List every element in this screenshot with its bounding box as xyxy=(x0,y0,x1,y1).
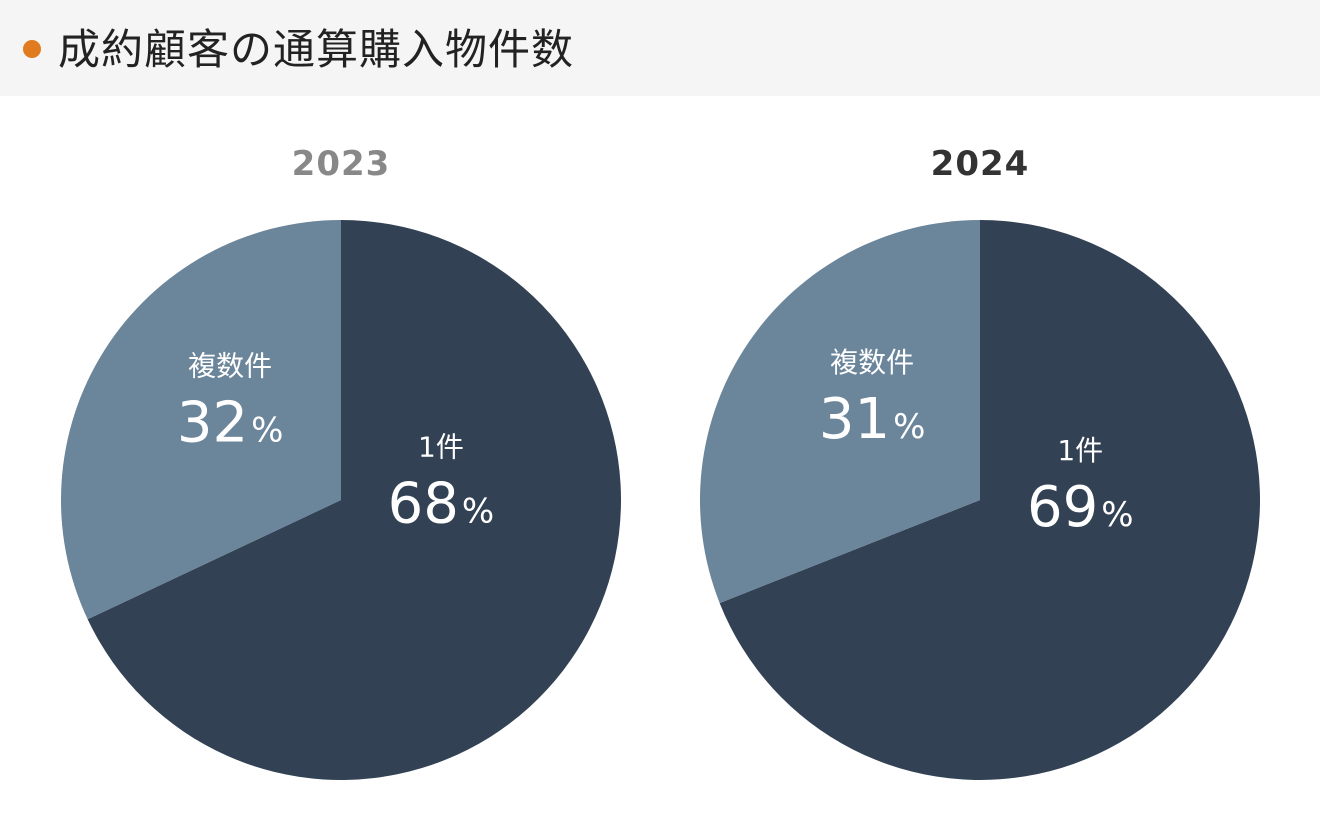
pie-slice-2023-multiple xyxy=(60,219,342,620)
bullet-dot-icon xyxy=(23,40,41,58)
pie-slice-2024-single xyxy=(719,220,1261,781)
slice-value-2023-single: 68% xyxy=(388,472,495,537)
slice-value-2024-single: 69% xyxy=(1027,475,1134,540)
slice-label-2024-single: 1件 xyxy=(1057,434,1103,467)
slice-value-2024-multiple: 31% xyxy=(819,387,926,452)
slice-label-2023-single: 1件 xyxy=(418,431,464,464)
page-title: 成約顧客の通算購入物件数 xyxy=(58,25,575,74)
pie-slice-2024-multiple xyxy=(700,220,980,604)
chart-title-2023: 2023 xyxy=(291,144,391,184)
header-bar: 成約顧客の通算購入物件数 xyxy=(0,0,1320,96)
slice-value-2023-multiple: 32% xyxy=(177,391,284,456)
slice-label-2023-multiple: 複数件 xyxy=(188,350,272,383)
slice-label-2024-multiple: 複数件 xyxy=(830,346,914,379)
chart-title-2024: 2024 xyxy=(930,144,1030,184)
pie-slice-2023-single xyxy=(87,220,622,780)
